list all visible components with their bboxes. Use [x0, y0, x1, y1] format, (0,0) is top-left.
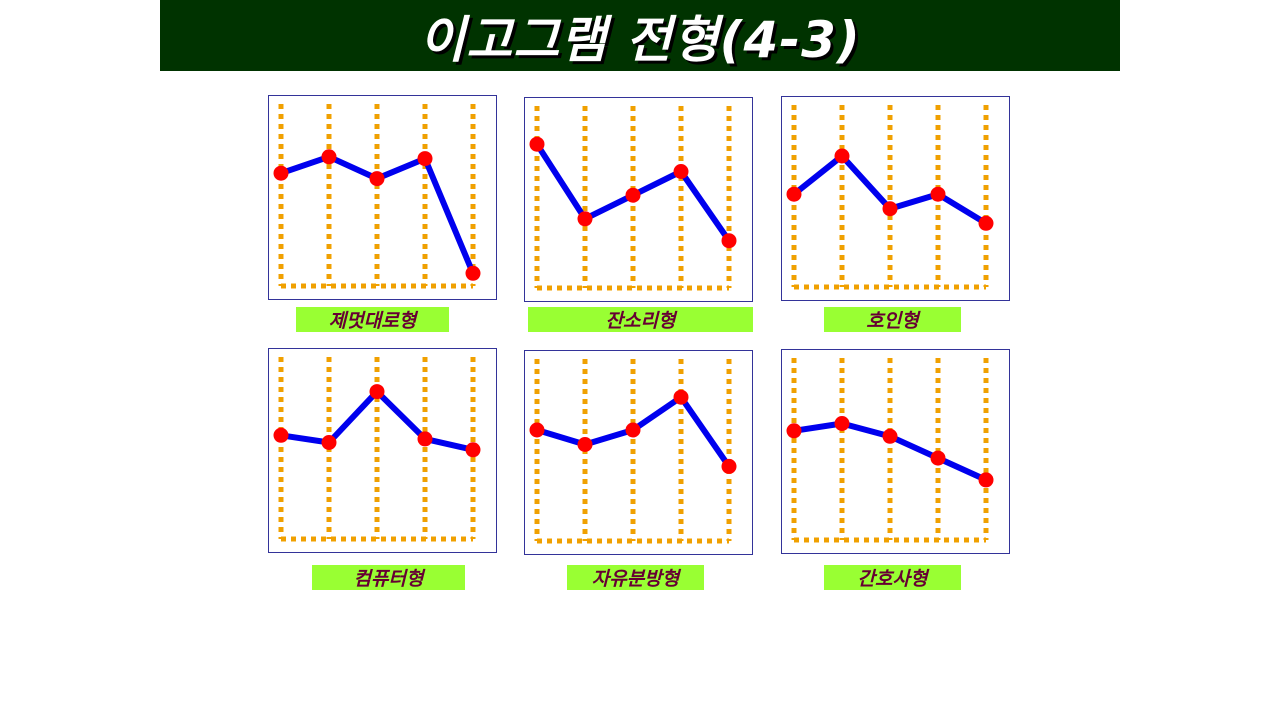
page-title: 이고그램 전형(4-3): [419, 10, 861, 69]
data-point-3: [369, 171, 385, 187]
data-point-1: [529, 136, 545, 152]
data-point-5: [721, 233, 737, 249]
data-point-4: [417, 151, 433, 167]
chart-label-3: 호인형: [824, 307, 961, 332]
data-point-5: [978, 215, 994, 231]
data-point-1: [529, 422, 545, 438]
chart-label-2: 잔소리형: [528, 307, 753, 332]
data-point-2: [321, 149, 337, 165]
chart-label-4: 컴퓨터형: [312, 565, 465, 590]
data-point-2: [577, 437, 593, 452]
data-point-3: [369, 384, 385, 400]
egogram-chart-4: [268, 348, 497, 553]
data-point-4: [673, 389, 689, 405]
data-point-1: [786, 423, 802, 439]
egogram-chart-5: [524, 350, 753, 555]
data-point-2: [834, 148, 850, 164]
egogram-chart-3: [781, 96, 1010, 301]
data-point-3: [625, 422, 641, 438]
chart-label-6: 간호사형: [824, 565, 961, 590]
data-point-5: [978, 472, 994, 488]
data-point-1: [273, 165, 289, 181]
data-point-5: [721, 458, 737, 474]
data-point-5: [465, 265, 481, 281]
data-point-4: [673, 164, 689, 179]
data-point-5: [465, 442, 481, 458]
data-point-3: [625, 187, 641, 203]
data-point-1: [786, 186, 802, 202]
data-point-1: [273, 427, 289, 443]
egogram-chart-2: [524, 97, 753, 302]
egogram-chart-6: [781, 349, 1010, 554]
data-point-3: [882, 428, 898, 444]
chart-label-1: 제멋대로형: [296, 307, 449, 332]
data-point-2: [834, 416, 850, 431]
data-point-3: [882, 201, 898, 217]
chart-label-5: 자유분방형: [567, 565, 704, 590]
egogram-chart-1: [268, 95, 497, 300]
data-point-4: [930, 450, 946, 466]
data-point-4: [417, 431, 433, 447]
title-bar: 이고그램 전형(4-3): [160, 0, 1120, 71]
data-point-2: [321, 435, 337, 450]
data-point-2: [577, 211, 593, 227]
data-point-4: [930, 186, 946, 202]
